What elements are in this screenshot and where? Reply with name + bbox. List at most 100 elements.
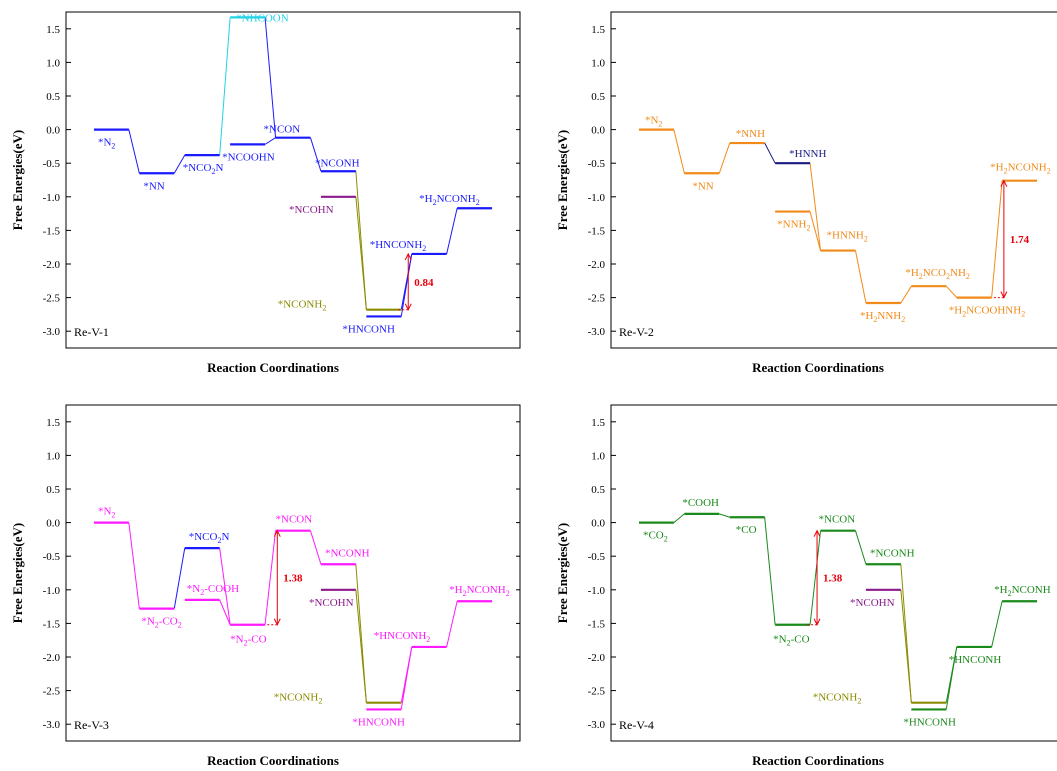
y-tick-label: 1.0: [46, 57, 60, 69]
chart-panel-2: -3.0 -2.5 -2.0 -1.5 -1.0 -0.5 0.0 0.5 1.0 1.5 Free…: [555, 11, 1057, 375]
connector-line: [446, 601, 458, 648]
barrier-arrowhead-top: [404, 252, 412, 261]
chart-panel-1: -3.0 -2.5 -2.0 -1.5 -1.0 -0.5 0.0 0.5 1.0 1.5 Free…: [10, 11, 521, 375]
state-label: *HNCONH2: [374, 630, 431, 644]
y-tick-label: -2.5: [588, 686, 606, 698]
state-label: *H2NCONH2: [419, 193, 480, 207]
connector-line: [400, 646, 413, 710]
state-label: *N2: [645, 115, 662, 129]
connector-line: [264, 530, 277, 625]
y-tick-label: 1.0: [591, 57, 605, 69]
state-label: *HNCONH: [903, 716, 956, 728]
y-tick-label: 0.0: [591, 518, 605, 530]
y-tick-label: 1.5: [46, 417, 60, 429]
connector-line: [764, 142, 776, 164]
barrier-arrowhead-top: [273, 529, 281, 537]
state-label: *NCON: [276, 514, 313, 526]
state-label: *NCONH2: [813, 692, 862, 706]
panel-name: Re-V-4: [619, 718, 654, 732]
y-tick-label: 0.5: [591, 484, 605, 496]
connector-lines: [128, 522, 458, 710]
plot-frame: [610, 404, 1057, 742]
connector-line: [854, 250, 867, 304]
chart-panel-4: -3.0 -2.5 -2.0 -1.5 -1.0 -0.5 0.0 0.5 1.0 1.5 Free…: [555, 404, 1057, 768]
state-label: *H2NCONH: [994, 584, 1051, 598]
connector-line: [718, 142, 731, 174]
connector-line: [991, 601, 1003, 648]
connector-line: [219, 599, 231, 625]
state-label: *NN: [143, 180, 164, 192]
state-label: *NNH: [736, 128, 765, 140]
barrier-arrowhead-top: [1000, 179, 1008, 187]
y-tick-label: -2.5: [43, 686, 61, 698]
y-tick-label: 0.0: [591, 125, 605, 137]
state-label: *HNCONH: [949, 654, 1002, 666]
connector-line: [945, 646, 958, 710]
connector-line: [355, 589, 367, 703]
panel-name: Re-V-2: [619, 325, 654, 339]
y-tick-label: 0.5: [591, 91, 605, 103]
barrier-label: 1.74: [1010, 234, 1030, 246]
state-label: *NCONH: [315, 157, 360, 169]
barrier-arrowhead-top: [813, 529, 821, 537]
connector-line: [355, 196, 367, 310]
state-label: *H2NCO2NH2: [905, 267, 970, 281]
y-tick-label: -2.0: [43, 652, 61, 664]
connector-line: [309, 530, 322, 565]
state-label: *CO2: [643, 530, 668, 544]
y-tick-label: -0.5: [588, 158, 606, 170]
chart-panel-3: -3.0 -2.5 -2.0 -1.5 -1.0 -0.5 0.0 0.5 1.0 1.5 Free…: [10, 404, 521, 768]
connector-line: [309, 137, 322, 172]
x-axis-title: Reaction Coordinations: [752, 753, 884, 768]
connector-line: [264, 17, 277, 138]
state-label: *NNH2: [777, 219, 810, 233]
y-tick-label: 1.0: [591, 450, 605, 462]
state-label: *CO: [736, 524, 757, 536]
state-label: *N2: [98, 137, 115, 151]
barrier-label: 1.38: [823, 573, 843, 585]
panel-name: Re-V-3: [74, 718, 109, 732]
connector-line: [900, 589, 912, 703]
state-label: *NCONH: [325, 547, 370, 559]
y-tick-label: 1.0: [46, 450, 60, 462]
y-axis-title: Free Energies(eV): [555, 130, 570, 230]
connector-lines: [673, 513, 1003, 710]
connector-line: [219, 548, 231, 625]
state-label: *HNNH: [789, 148, 826, 160]
y-tick-label: -3.0: [43, 326, 61, 338]
state-label: *HNCONH: [352, 716, 405, 728]
y-tick-label: -1.0: [43, 585, 61, 597]
state-label: *N2: [98, 506, 115, 520]
connector-lines: [128, 17, 458, 317]
y-tick-label: 0.0: [46, 518, 60, 530]
plot-frame: [610, 11, 1057, 349]
y-tick-label: -2.0: [588, 652, 606, 664]
state-label: *NCONH2: [278, 299, 327, 313]
barrier-label: 1.38: [283, 573, 303, 585]
connector-line: [128, 522, 140, 609]
x-axis-title: Reaction Coordinations: [752, 360, 884, 375]
y-tick-label: -1.5: [588, 618, 606, 630]
x-axis-title: Reaction Coordinations: [207, 360, 339, 375]
connector-line: [673, 129, 685, 174]
y-tick-label: -1.5: [43, 225, 61, 237]
state-label: *H2NCONH2: [990, 162, 1051, 176]
state-label: *HNCONH: [342, 323, 395, 335]
state-label: *NCOOHN: [222, 151, 275, 163]
connector-line: [719, 513, 730, 518]
y-tick-label: -2.5: [43, 293, 61, 305]
state-label: *COOH: [682, 497, 719, 509]
y-tick-label: 1.5: [591, 24, 605, 36]
y-tick-label: -1.5: [43, 618, 61, 630]
y-tick-label: -1.5: [588, 225, 606, 237]
y-tick-label: -1.0: [588, 585, 606, 597]
connector-line: [900, 285, 912, 304]
y-tick-label: -0.5: [588, 551, 606, 563]
barrier-arrowhead-bottom: [273, 618, 281, 626]
y-tick-label: -1.0: [588, 192, 606, 204]
y-tick-label: -3.0: [588, 326, 606, 338]
connector-line: [809, 163, 822, 251]
state-label: *N2-CO: [230, 634, 266, 648]
connector-line: [128, 129, 140, 174]
state-label: *NN: [692, 180, 713, 192]
